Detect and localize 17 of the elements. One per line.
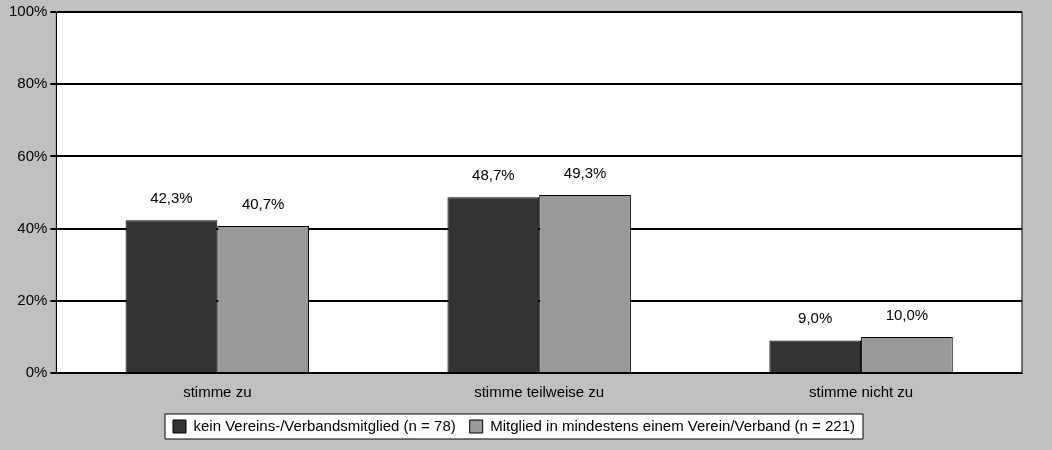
y-tick-label: 0% [25,363,48,381]
y-tick-label: 40% [17,218,48,236]
data-label: 40,7% [241,194,285,212]
y-tick-label: 80% [17,74,48,92]
x-tick-label: stimme teilweise zu [474,383,605,401]
data-label: 42,3% [150,188,193,206]
y-tick-label: 20% [17,290,48,308]
data-label: 49,3% [563,163,607,181]
data-label: 10,0% [885,305,929,323]
data-label: 9,0% [798,309,833,327]
x-tick-label: stimme zu [183,383,252,401]
x-tick-label: stimme nicht zu [808,383,914,401]
data-label: 48,7% [472,165,515,183]
legend-label: Mitglied in mindestens einem Verein/Verband (n = 221) [490,416,856,434]
y-tick-label: 100% [8,2,48,20]
legend-label: kein Vereins-/Verbandsmitglied (n = 78) [193,416,456,434]
y-tick-label: 60% [17,146,48,164]
